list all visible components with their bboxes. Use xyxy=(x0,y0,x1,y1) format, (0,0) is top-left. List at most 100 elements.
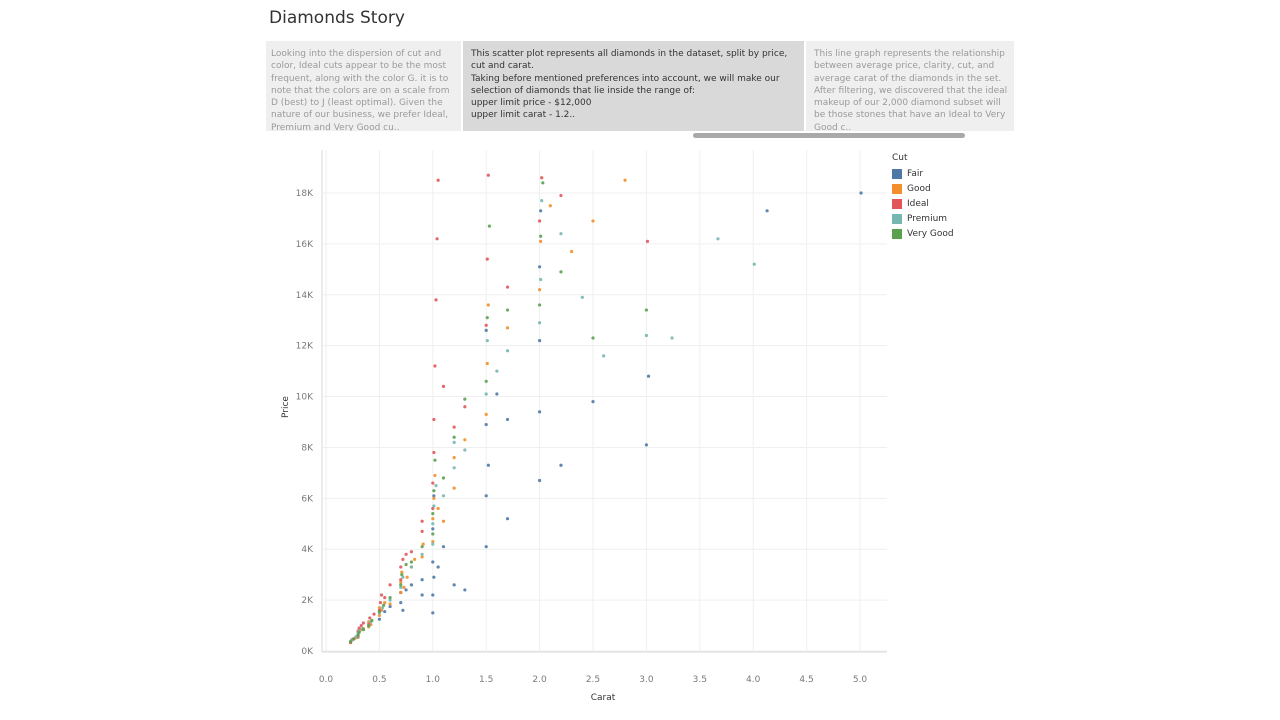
data-point[interactable] xyxy=(463,397,467,401)
data-point[interactable] xyxy=(644,333,649,338)
legend-item-good[interactable]: Good xyxy=(892,181,954,196)
data-point[interactable] xyxy=(431,517,435,521)
data-point[interactable] xyxy=(484,323,488,327)
data-point[interactable] xyxy=(433,458,437,462)
data-point[interactable] xyxy=(420,555,424,559)
legend-item-ideal[interactable]: Ideal xyxy=(892,196,954,211)
data-point[interactable] xyxy=(413,557,417,562)
data-point[interactable] xyxy=(431,542,435,546)
data-point[interactable] xyxy=(538,478,542,483)
data-point[interactable] xyxy=(644,308,649,312)
data-point[interactable] xyxy=(591,219,595,223)
data-point[interactable] xyxy=(431,560,435,564)
data-point[interactable] xyxy=(361,628,365,632)
data-point[interactable] xyxy=(388,602,392,606)
data-point[interactable] xyxy=(484,422,488,427)
data-point[interactable] xyxy=(399,565,403,569)
data-point[interactable] xyxy=(495,369,499,373)
data-point[interactable] xyxy=(404,562,408,567)
data-point[interactable] xyxy=(388,604,392,609)
data-point[interactable] xyxy=(452,456,456,460)
data-point[interactable] xyxy=(486,173,490,177)
data-point[interactable] xyxy=(495,392,499,396)
data-point[interactable] xyxy=(538,288,542,292)
data-point[interactable] xyxy=(432,489,436,493)
story-scrollbar-thumb[interactable] xyxy=(693,133,965,138)
data-point[interactable] xyxy=(400,573,404,577)
data-point[interactable] xyxy=(405,575,409,579)
data-point[interactable] xyxy=(539,209,543,213)
data-point[interactable] xyxy=(420,529,424,534)
data-point[interactable] xyxy=(463,448,467,452)
data-point[interactable] xyxy=(388,583,392,587)
data-point[interactable] xyxy=(539,234,543,238)
data-point[interactable] xyxy=(399,583,403,587)
data-point[interactable] xyxy=(548,204,552,208)
data-point[interactable] xyxy=(505,326,510,330)
data-point[interactable] xyxy=(367,624,371,628)
data-point[interactable] xyxy=(670,336,674,340)
data-point[interactable] xyxy=(540,176,544,180)
data-point[interactable] xyxy=(432,504,436,508)
data-point[interactable] xyxy=(484,379,488,383)
data-point[interactable] xyxy=(487,224,492,228)
data-point[interactable] xyxy=(404,588,408,592)
data-point[interactable] xyxy=(388,598,392,602)
data-point[interactable] xyxy=(434,298,438,302)
data-point[interactable] xyxy=(402,585,406,589)
data-point[interactable] xyxy=(505,285,510,289)
data-point[interactable] xyxy=(356,633,360,637)
data-point[interactable] xyxy=(359,623,363,628)
data-point[interactable] xyxy=(591,400,595,404)
data-point[interactable] xyxy=(591,336,595,340)
data-point[interactable] xyxy=(486,463,490,467)
data-point[interactable] xyxy=(716,237,720,241)
data-point[interactable] xyxy=(378,601,383,605)
data-point[interactable] xyxy=(431,511,435,516)
data-point[interactable] xyxy=(431,481,435,485)
data-point[interactable] xyxy=(441,494,446,498)
data-point[interactable] xyxy=(377,606,381,610)
data-point[interactable] xyxy=(559,270,563,274)
data-point[interactable] xyxy=(432,494,436,498)
data-point[interactable] xyxy=(538,338,542,343)
data-point[interactable] xyxy=(431,593,435,597)
data-point[interactable] xyxy=(505,308,510,312)
data-point[interactable] xyxy=(538,303,542,307)
data-point[interactable] xyxy=(484,545,488,549)
data-point[interactable] xyxy=(420,519,424,523)
data-point[interactable] xyxy=(382,603,386,607)
legend-item-premium[interactable]: Premium xyxy=(892,211,954,226)
data-point[interactable] xyxy=(452,466,456,470)
data-point[interactable] xyxy=(538,265,542,269)
data-point[interactable] xyxy=(484,494,488,498)
data-point[interactable] xyxy=(484,392,488,396)
story-point-1[interactable]: Looking into the dispersion of cut and c… xyxy=(266,41,461,131)
data-point[interactable] xyxy=(388,595,392,600)
data-point[interactable] xyxy=(352,637,356,641)
data-point[interactable] xyxy=(357,630,361,635)
data-point[interactable] xyxy=(431,506,435,511)
data-point[interactable] xyxy=(399,585,403,589)
data-point[interactable] xyxy=(602,354,606,358)
data-point[interactable] xyxy=(431,532,435,536)
data-point[interactable] xyxy=(404,552,408,556)
data-point[interactable] xyxy=(452,425,456,429)
data-point[interactable] xyxy=(431,522,435,526)
data-point[interactable] xyxy=(441,384,446,388)
data-point[interactable] xyxy=(441,545,446,549)
data-point[interactable] xyxy=(452,583,456,587)
data-point[interactable] xyxy=(559,193,563,198)
data-point[interactable] xyxy=(381,606,385,610)
data-point[interactable] xyxy=(377,613,381,617)
data-point[interactable] xyxy=(441,519,446,523)
data-point[interactable] xyxy=(431,527,435,531)
data-point[interactable] xyxy=(399,580,403,584)
data-point[interactable] xyxy=(646,374,651,378)
data-point[interactable] xyxy=(539,239,543,243)
data-point[interactable] xyxy=(541,181,545,185)
data-point[interactable] xyxy=(434,484,438,488)
data-point[interactable] xyxy=(361,621,365,625)
data-point[interactable] xyxy=(435,237,439,241)
data-point[interactable] xyxy=(538,410,542,414)
